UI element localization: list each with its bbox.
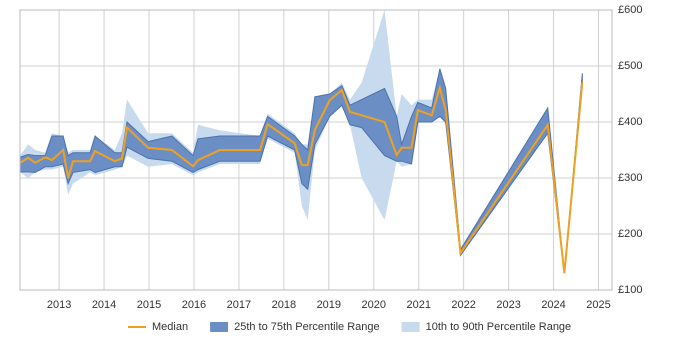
x-tick-label: 2016 (182, 299, 206, 311)
x-tick-label: 2019 (317, 299, 341, 311)
x-tick-label: 2013 (47, 299, 71, 311)
legend-swatch (210, 322, 229, 332)
legend-label: 25th to 75th Percentile Range (234, 321, 380, 333)
x-tick-label: 2022 (451, 299, 475, 311)
y-tick-label: £100 (618, 284, 642, 296)
x-tick-label: 2014 (92, 299, 116, 311)
x-tick-label: 2024 (541, 299, 565, 311)
x-tick-label: 2021 (406, 299, 430, 311)
legend-label: Median (152, 321, 188, 333)
x-tick-label: 2018 (272, 299, 296, 311)
y-tick-label: £400 (618, 116, 642, 128)
legend-label: 10th to 90th Percentile Range (426, 321, 572, 333)
x-tick-label: 2015 (137, 299, 161, 311)
median-line (19, 82, 584, 274)
x-tick-label: 2023 (496, 299, 520, 311)
legend-swatch (401, 322, 420, 332)
plot-border (19, 9, 613, 291)
y-tick-label: £500 (618, 60, 642, 72)
y-tick-label: £600 (618, 4, 642, 16)
y-tick-label: £300 (618, 172, 642, 184)
x-tick-label: 2020 (362, 299, 386, 311)
x-tick-label: 2025 (586, 299, 610, 311)
y-tick-label: £200 (618, 228, 642, 240)
x-tick-label: 2017 (227, 299, 251, 311)
